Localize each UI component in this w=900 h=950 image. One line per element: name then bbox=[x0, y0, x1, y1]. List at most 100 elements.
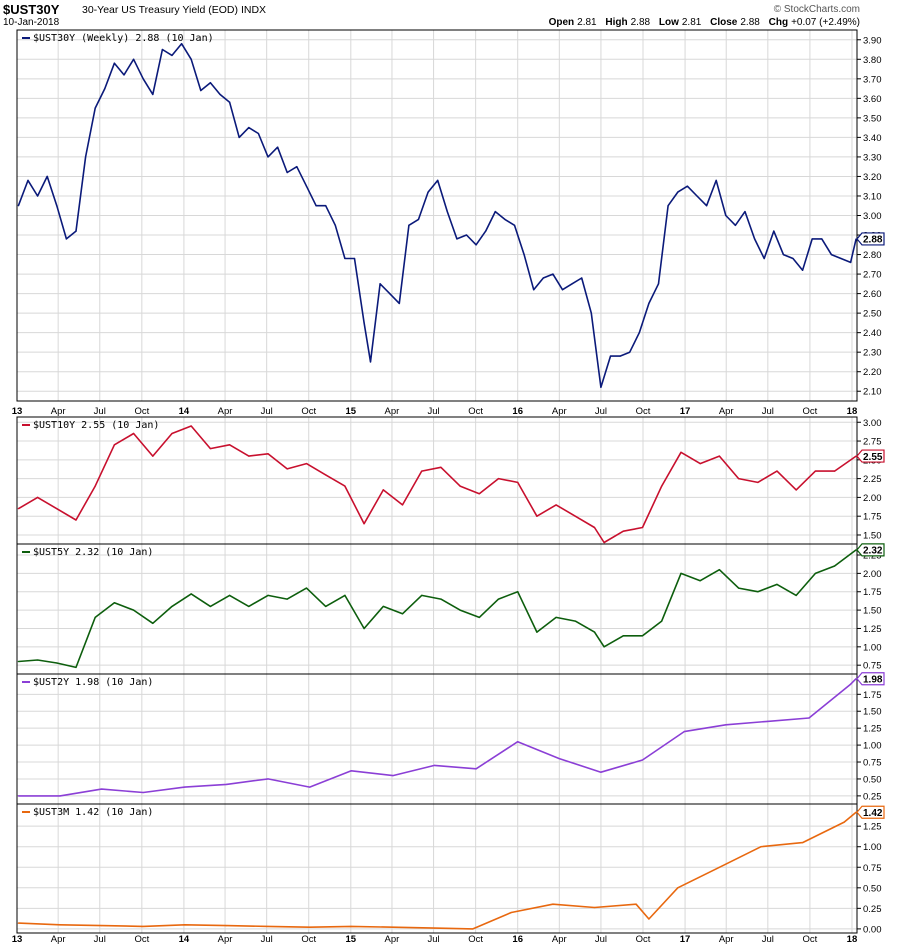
data-point bbox=[782, 253, 784, 256]
data-point bbox=[344, 257, 346, 260]
last-value-box bbox=[856, 543, 885, 557]
data-point bbox=[277, 146, 279, 148]
data-point bbox=[225, 925, 228, 927]
data-point bbox=[840, 257, 842, 260]
x-tick-label: Jul bbox=[261, 406, 273, 417]
data-point bbox=[382, 605, 384, 608]
data-point bbox=[536, 631, 538, 633]
data-point bbox=[555, 504, 557, 506]
data-point bbox=[75, 666, 77, 668]
y-tick-label: 3.20 bbox=[863, 172, 882, 183]
y-tick-label: 0.50 bbox=[863, 883, 882, 894]
data-point bbox=[609, 355, 612, 357]
x-tick-label: Jul bbox=[94, 406, 106, 417]
x-tick-label: Oct bbox=[134, 934, 149, 945]
data-point bbox=[427, 191, 429, 193]
data-point bbox=[478, 493, 480, 495]
data-point bbox=[558, 758, 560, 760]
data-point bbox=[833, 470, 836, 472]
data-point bbox=[113, 62, 115, 64]
data-point bbox=[446, 210, 448, 213]
y-tick-label: 2.60 bbox=[863, 289, 882, 300]
data-point bbox=[718, 866, 720, 868]
panel-label: $UST10Y 2.55 (10 Jan) bbox=[33, 420, 159, 431]
y-tick-label: 0.75 bbox=[863, 661, 882, 672]
x-tick-label: Apr bbox=[719, 934, 734, 945]
x-tick-label: Jul bbox=[94, 934, 106, 945]
y-tick-label: 0.75 bbox=[863, 758, 882, 769]
data-point bbox=[325, 474, 327, 476]
y-tick-label: 3.00 bbox=[863, 418, 882, 429]
data-point bbox=[36, 195, 39, 197]
data-point bbox=[315, 205, 317, 207]
data-point bbox=[152, 455, 154, 457]
data-point bbox=[184, 786, 186, 788]
data-point bbox=[309, 786, 311, 788]
panel-frame bbox=[16, 543, 858, 675]
data-point bbox=[734, 224, 736, 226]
x-tick-label: Jul bbox=[595, 934, 607, 945]
data-point bbox=[56, 662, 58, 664]
data-point bbox=[629, 351, 631, 353]
data-point bbox=[699, 462, 701, 465]
data-point bbox=[305, 185, 308, 187]
data-point bbox=[296, 166, 298, 168]
data-point bbox=[113, 602, 115, 604]
data-point bbox=[795, 594, 797, 597]
data-point bbox=[59, 924, 61, 926]
data-point bbox=[808, 717, 810, 719]
y-tick-label: 3.40 bbox=[863, 133, 882, 144]
x-tick-label: Oct bbox=[468, 934, 483, 945]
data-point bbox=[517, 741, 519, 743]
data-point bbox=[152, 622, 154, 624]
data-point bbox=[855, 678, 857, 680]
data-point bbox=[142, 78, 144, 80]
x-tick-label: 16 bbox=[512, 406, 523, 417]
panel-label: $UST2Y 1.98 (10 Jan) bbox=[33, 677, 153, 688]
data-point bbox=[641, 635, 644, 637]
data-point bbox=[574, 620, 576, 622]
data-point bbox=[737, 587, 740, 589]
description-text: 30-Year US Treasury Yield (EOD) bbox=[82, 4, 239, 16]
y-tick-label: 2.00 bbox=[863, 493, 882, 504]
data-point bbox=[715, 179, 717, 181]
x-tick-label: 17 bbox=[680, 934, 691, 945]
data-point bbox=[830, 253, 832, 256]
data-point bbox=[350, 925, 352, 928]
data-point bbox=[238, 136, 240, 138]
y-tick-label: 2.50 bbox=[863, 309, 882, 320]
data-point bbox=[517, 591, 519, 593]
data-point bbox=[229, 444, 231, 446]
x-tick-label: Oct bbox=[301, 406, 316, 417]
x-tick-label: Jul bbox=[595, 406, 607, 417]
data-point bbox=[600, 771, 602, 773]
x-tick-label: Oct bbox=[301, 934, 316, 945]
data-point bbox=[267, 156, 269, 158]
data-point bbox=[392, 774, 394, 777]
data-point bbox=[574, 515, 576, 517]
data-point bbox=[504, 218, 506, 221]
data-point bbox=[680, 572, 682, 574]
data-point bbox=[677, 191, 679, 193]
x-tick-label: Apr bbox=[552, 406, 567, 417]
data-point bbox=[401, 613, 404, 615]
chg-label: Chg bbox=[768, 17, 789, 28]
data-point bbox=[209, 447, 212, 450]
data-point bbox=[475, 244, 477, 246]
data-point bbox=[75, 230, 77, 232]
data-point bbox=[657, 283, 660, 285]
data-point bbox=[171, 605, 173, 608]
data-point bbox=[421, 594, 423, 597]
x-tick-label: 18 bbox=[847, 406, 858, 417]
x-tick-label: 13 bbox=[12, 934, 23, 945]
high-label: High bbox=[605, 17, 628, 28]
data-point bbox=[344, 485, 346, 487]
data-point bbox=[248, 455, 250, 457]
data-point bbox=[363, 627, 365, 630]
open-label: Open bbox=[548, 17, 575, 28]
data-point bbox=[267, 594, 269, 597]
x-tick-label: Jul bbox=[261, 934, 273, 945]
y-tick-label: 3.70 bbox=[863, 74, 882, 85]
data-point bbox=[398, 302, 400, 304]
